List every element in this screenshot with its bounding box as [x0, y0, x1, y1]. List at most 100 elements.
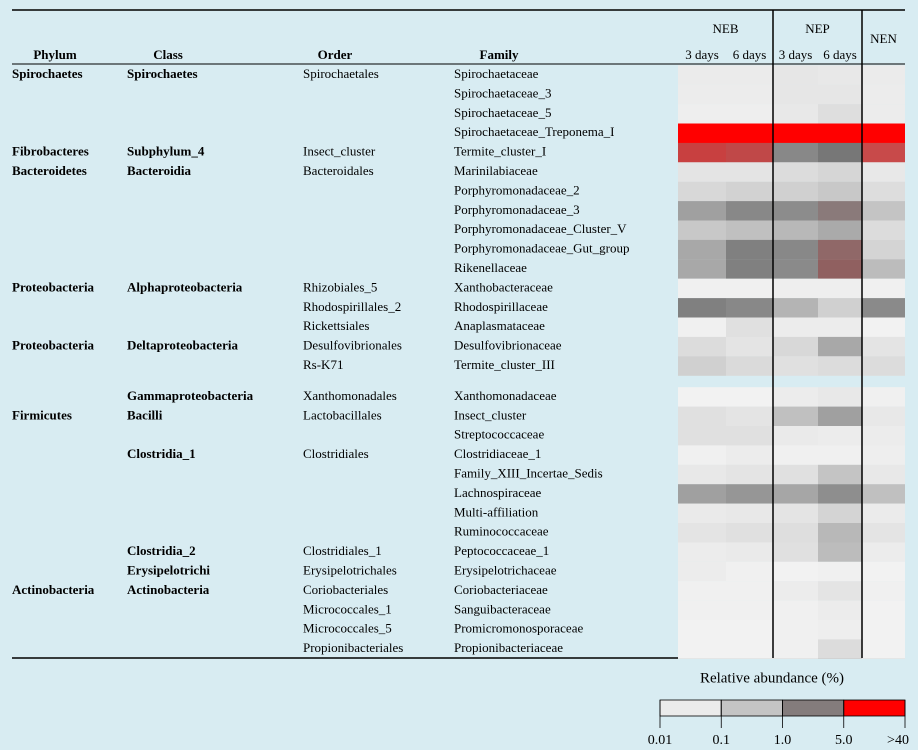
heat-cell: [818, 317, 862, 337]
heat-cell: [818, 581, 862, 601]
legend-swatch: [782, 699, 845, 717]
order-label: Lactobacillales: [303, 407, 382, 422]
heat-cell: [773, 523, 818, 543]
heat-cell: [773, 259, 818, 279]
heat-cell: [818, 523, 862, 543]
heat-cell: [726, 220, 773, 240]
family-label: Marinilabiaceae: [454, 163, 538, 178]
legend-swatch: [843, 699, 906, 717]
heat-cell: [678, 298, 726, 318]
heat-cell: [726, 356, 773, 376]
heat-cell: [862, 464, 905, 485]
family-label: Porphyromonadaceae_2: [454, 182, 580, 197]
class-label: Bacilli: [127, 407, 163, 422]
heat-cell: [862, 181, 905, 202]
heat-cell: [818, 201, 862, 221]
family-label: Termite_cluster_III: [454, 357, 555, 372]
heat-cell: [726, 65, 773, 85]
order-label: Rickettsiales: [303, 318, 369, 333]
heat-cell: [818, 162, 862, 182]
heat-cell: [862, 523, 905, 543]
family-label: Xanthobacteraceae: [454, 279, 553, 294]
heat-cell: [773, 201, 818, 221]
family-label: Family_XIII_Incertae_Sedis: [454, 465, 603, 480]
heat-cell: [818, 356, 862, 376]
phylum-label: Proteobacteria: [12, 279, 95, 294]
heat-cell: [818, 220, 862, 240]
heat-cell: [726, 445, 773, 465]
family-label: Sanguibacteraceae: [454, 601, 551, 616]
heat-cell: [726, 426, 773, 446]
family-label: Coriobacteriaceae: [454, 582, 548, 597]
heat-cell: [678, 201, 726, 221]
heat-cell: [818, 123, 862, 143]
heat-cell: [862, 278, 905, 299]
heat-cell: [773, 503, 818, 524]
heat-cell: [678, 581, 726, 601]
heat-cell: [862, 387, 905, 407]
phylum-label: Fibrobacteres: [12, 144, 89, 159]
heat-cell: [773, 542, 818, 562]
heat-cell: [773, 65, 818, 85]
heat-cell: [773, 387, 818, 407]
heat-cell: [726, 123, 773, 143]
order-label: Rhizobiales_5: [303, 279, 377, 294]
heat-cell: [726, 387, 773, 407]
heat-cell: [678, 123, 726, 143]
heat-cell: [862, 620, 905, 640]
heat-cell: [678, 278, 726, 299]
heat-cell: [726, 181, 773, 202]
labels: Phylum Class Order Family NEB 3 days 6 days NEP…: [12, 21, 909, 748]
heat-cell: [773, 426, 818, 446]
heat-cell: [818, 387, 862, 407]
heat-cell: [818, 484, 862, 504]
heat-cell: [862, 123, 905, 143]
heat-cell: [862, 581, 905, 601]
heat-cell: [818, 142, 862, 163]
heat-cell: [678, 387, 726, 407]
class-label: Gammaproteobacteria: [127, 388, 254, 403]
heat-cell: [678, 220, 726, 240]
day-header: 6 days: [733, 47, 767, 62]
heat-cell: [773, 239, 818, 260]
heat-cell: [726, 464, 773, 485]
heat-cell: [773, 445, 818, 465]
family-label: Streptococcaceae: [454, 427, 544, 442]
heat-cell: [818, 445, 862, 465]
heat-cell: [773, 123, 818, 143]
family-label: Rikenellaceae: [454, 260, 527, 275]
order-label: Insect_cluster: [303, 144, 376, 159]
legend-swatch: [720, 699, 783, 717]
heat-cell: [862, 406, 905, 427]
heat-cell: [818, 620, 862, 640]
day-header: 3 days: [685, 47, 719, 62]
heat-cell: [862, 239, 905, 260]
order-label: Erysipelotrichales: [303, 562, 397, 577]
order-label: Micrococcales_1: [303, 601, 392, 616]
family-label: Desulfovibrionaceae: [454, 338, 562, 353]
heat-cell: [678, 406, 726, 427]
heat-cell: [862, 356, 905, 376]
heat-cell: [818, 600, 862, 621]
column-header: Order: [318, 47, 353, 62]
heat-cell: [773, 620, 818, 640]
order-label: Clostridiales_1: [303, 543, 382, 558]
order-label: Rs-K71: [303, 357, 343, 372]
heat-cell: [726, 84, 773, 105]
day-header: 3 days: [779, 47, 813, 62]
class-label: Spirochaetes: [127, 66, 198, 81]
heat-cell: [773, 162, 818, 182]
heat-cell: [726, 104, 773, 124]
order-label: Bacteroidales: [303, 163, 374, 178]
heat-cell: [678, 561, 726, 582]
heat-cell: [773, 484, 818, 504]
heat-cell: [678, 259, 726, 279]
order-label: Coriobacteriales: [303, 582, 388, 597]
group-header: NEP: [805, 21, 830, 36]
family-label: Anaplasmataceae: [454, 318, 545, 333]
heat-cell: [773, 181, 818, 202]
order-label: Xanthomonadales: [303, 388, 397, 403]
heat-cell: [818, 561, 862, 582]
class-label: Clostridia_2: [127, 543, 196, 558]
